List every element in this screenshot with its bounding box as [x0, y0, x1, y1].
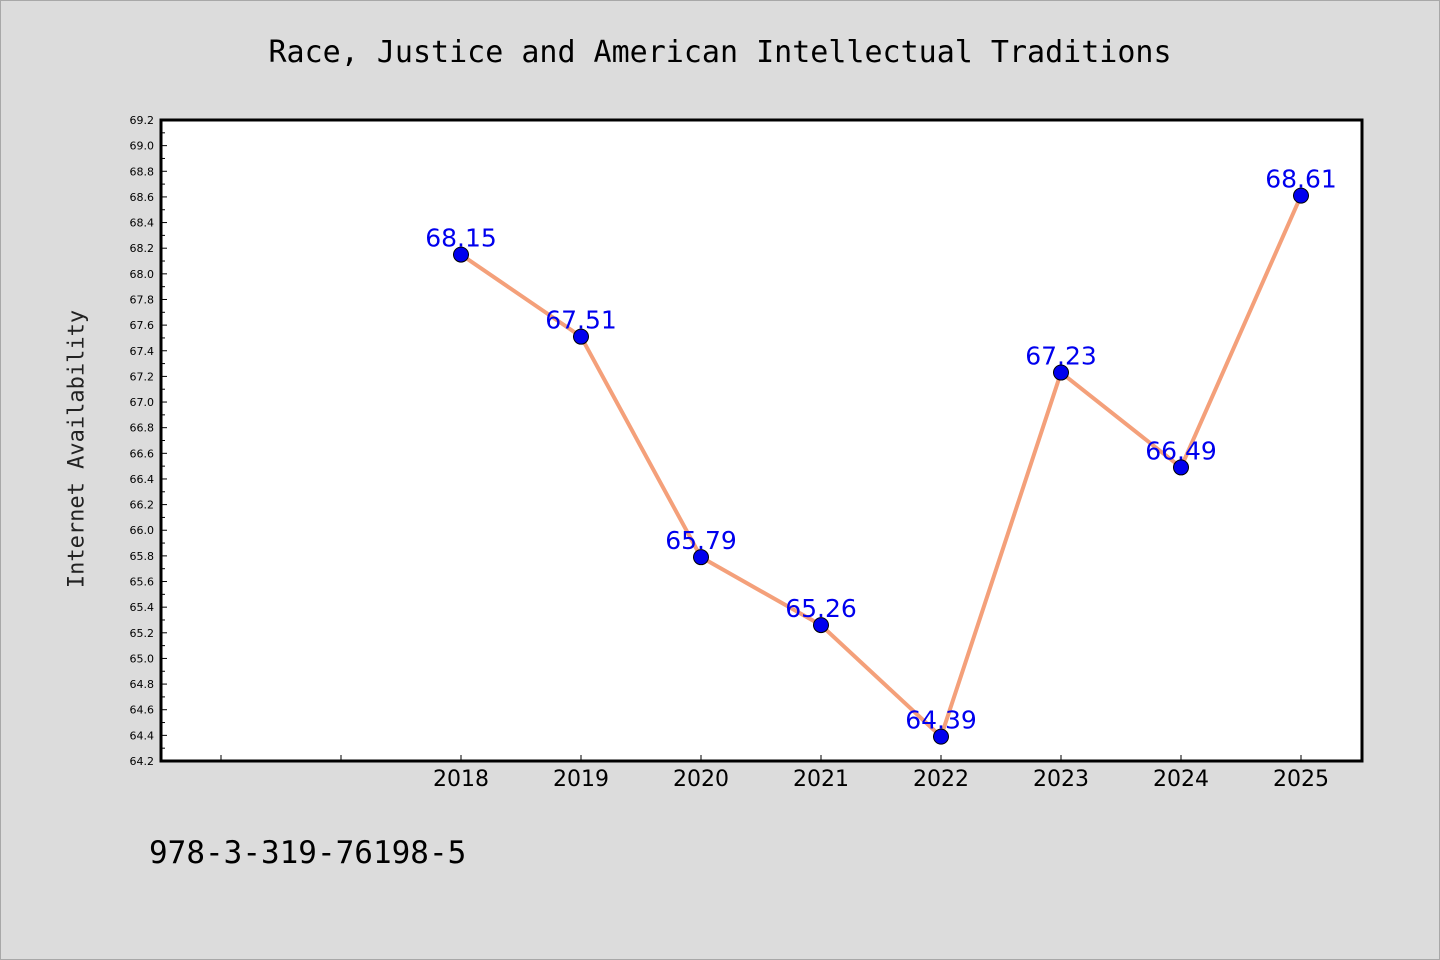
y-tick-label: 64.2 — [130, 755, 155, 768]
y-tick-label: 68.6 — [130, 191, 155, 204]
series-group: 68.15 67.51 65.79 65.26 64.39 67.23 66.49 68.61 — [425, 165, 1337, 745]
data-label: 67.23 — [1025, 342, 1097, 371]
series-line — [459, 194, 1303, 739]
chart-title: Race, Justice and American Intellectual … — [268, 35, 1172, 70]
data-point-marker — [813, 617, 829, 634]
data-point-marker — [933, 728, 949, 745]
y-tick-label: 65.0 — [130, 652, 155, 665]
y-tick-label: 68.2 — [130, 242, 155, 255]
y-tick-label: 65.6 — [130, 576, 155, 589]
y-tick-label: 66.6 — [130, 447, 155, 460]
data-label: 64.39 — [905, 706, 977, 735]
y-axis: 64.2 64.4 64.6 64.8 65.0 65.2 65.4 65.6 65.8 66.0… — [130, 114, 167, 768]
x-tick-label: 2024 — [1153, 767, 1209, 792]
x-tick-label: 2022 — [913, 767, 969, 792]
x-axis: 2018 2019 2020 2021 2022 2023 2024 2025 — [220, 755, 1329, 792]
data-point-marker — [1053, 364, 1069, 381]
y-tick-label: 69.2 — [130, 114, 155, 127]
data-point-marker — [1293, 187, 1309, 204]
data-label: 68.61 — [1265, 165, 1337, 194]
data-label: 65.26 — [785, 594, 857, 623]
x-tick-label: 2023 — [1033, 767, 1089, 792]
data-label: 67.51 — [545, 306, 617, 335]
data-point-marker — [693, 549, 709, 566]
y-tick-label: 65.8 — [130, 550, 155, 563]
y-tick-label: 68.4 — [130, 217, 155, 230]
data-point-marker — [1173, 459, 1189, 476]
y-tick-label: 66.4 — [130, 473, 155, 486]
x-tick-label: 2019 — [553, 767, 609, 792]
y-tick-label: 65.2 — [130, 627, 155, 640]
y-tick-label: 66.2 — [130, 499, 155, 512]
y-tick-label: 64.6 — [130, 704, 155, 717]
y-tick-label: 67.8 — [130, 293, 155, 306]
data-label: 66.49 — [1145, 436, 1217, 465]
x-tick-label: 2018 — [433, 767, 489, 792]
y-tick-label: 64.4 — [130, 729, 155, 742]
y-tick-label: 68.8 — [130, 165, 155, 178]
y-tick-label: 66.8 — [130, 422, 155, 435]
y-tick-label: 66.0 — [130, 524, 155, 537]
y-tick-label: 67.0 — [130, 396, 155, 409]
data-label: 65.79 — [665, 526, 737, 555]
y-tick-label: 67.4 — [130, 345, 155, 358]
data-point-marker — [573, 328, 589, 345]
data-label: 68.15 — [425, 224, 497, 253]
y-tick-label: 67.6 — [130, 319, 155, 332]
data-point-marker — [453, 246, 469, 263]
y-tick-label: 67.2 — [130, 370, 155, 383]
y-tick-label: 69.0 — [130, 140, 155, 153]
y-tick-label: 68.0 — [130, 268, 155, 281]
x-tick-label: 2021 — [793, 767, 849, 792]
isbn-text: 978-3-319-76198-5 — [149, 835, 467, 871]
y-tick-label: 64.8 — [130, 678, 155, 691]
plot-area — [159, 118, 1364, 763]
x-tick-label: 2020 — [673, 767, 729, 792]
x-tick-label: 2025 — [1273, 767, 1329, 792]
y-tick-label: 65.4 — [130, 601, 155, 614]
